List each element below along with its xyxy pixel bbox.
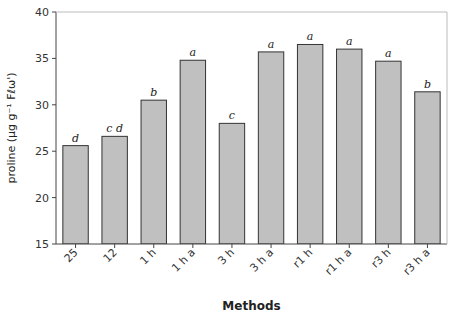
y-tick-label: 20 — [35, 192, 49, 205]
x-tick — [310, 244, 311, 248]
x-tick — [192, 244, 193, 248]
annotation: d — [72, 132, 79, 145]
x-tick — [153, 244, 154, 248]
annotation: a — [385, 47, 392, 60]
y-tick-label: 30 — [35, 99, 49, 112]
bar — [258, 52, 283, 244]
x-tick-label: 1 h — [137, 246, 159, 268]
page: {"chart_data": {"type": "bar", "categori… — [0, 0, 457, 316]
y-axis-line — [56, 12, 57, 244]
annotation: a — [268, 38, 275, 51]
bar — [297, 44, 322, 244]
frame-top — [56, 12, 447, 13]
x-tick — [349, 244, 350, 248]
x-tick-label: r1 h a — [322, 246, 354, 278]
y-axis-label: proline (μg g⁻¹ Fℓω') — [5, 72, 18, 183]
bar — [141, 100, 166, 244]
x-tick — [271, 244, 272, 248]
annotation: a — [190, 46, 197, 59]
x-tick — [114, 244, 115, 248]
bar — [337, 49, 362, 244]
annotation: c d — [106, 122, 123, 135]
bar — [415, 92, 440, 244]
y-tick — [52, 58, 56, 59]
bars — [63, 44, 440, 244]
annotation: a — [307, 30, 314, 43]
y-tick — [52, 244, 56, 245]
bar — [219, 123, 244, 244]
y-tick-label: 15 — [35, 238, 49, 251]
x-tick-label: 25 — [62, 246, 81, 265]
x-tick — [388, 244, 389, 248]
x-tick-label: 1 h a — [169, 246, 198, 275]
x-tick — [231, 244, 232, 248]
bar — [102, 136, 127, 244]
bar — [180, 60, 205, 244]
y-tick — [52, 104, 56, 105]
x-tick-label: 3 h a — [247, 246, 276, 275]
x-tick-label: r1 h — [291, 246, 316, 271]
y-tick — [52, 151, 56, 152]
y-tick-label: 40 — [35, 6, 49, 19]
y-tick-label: 35 — [35, 52, 49, 65]
annotation: a — [346, 35, 353, 48]
bar — [376, 61, 401, 244]
x-tick — [427, 244, 428, 248]
chart: d c d b a c a a a a b 15 20 25 30 35 40 25 12 1 h 1 h a 3 h 3… — [0, 0, 457, 316]
annotation: c — [229, 109, 235, 122]
x-tick-label: 3 h — [216, 246, 238, 268]
frame-right — [447, 12, 448, 244]
annotation: b — [424, 78, 431, 91]
y-tick-label: 25 — [35, 145, 49, 158]
chart-container: d c d b a c a a a a b 15 20 25 30 35 40 25 12 1 h 1 h a 3 h 3… — [0, 0, 457, 316]
x-axis-label: Methods — [222, 299, 280, 313]
x-tick — [75, 244, 76, 248]
annotation: b — [150, 86, 157, 99]
x-tick-label: 12 — [101, 246, 120, 265]
x-tick-label: r3 h — [369, 246, 394, 271]
x-tick-label: r3 h a — [401, 246, 433, 278]
y-tick — [52, 197, 56, 198]
y-tick — [52, 12, 56, 13]
bar — [63, 146, 88, 244]
